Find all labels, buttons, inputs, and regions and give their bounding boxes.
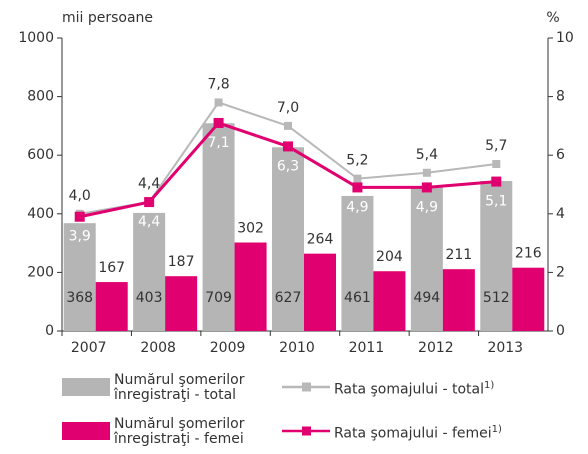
bar [304,253,336,331]
y-axis-label: mii persoane [62,10,153,26]
line-label: 4,9 [346,199,368,215]
line-label: 5,7 [485,138,507,154]
bar-label: 167 [98,260,125,276]
bar-label: 709 [205,290,232,306]
legend-note: 1) [483,380,495,392]
line-marker [283,141,293,152]
bar [202,123,235,331]
line-marker [352,182,363,193]
y2-tick-label: 8 [556,89,565,105]
line-marker [284,121,292,130]
line-label: 3,9 [69,229,91,245]
legend-text: Numărul şomerilor înregistraţi - femei [114,416,245,447]
legend-swatch [62,422,110,440]
line-marker [214,98,223,107]
legend-note: 1) [491,424,502,436]
y2-tick-label: 10 [556,30,574,46]
legend-text: Rata şomajului - total1) [334,380,495,398]
x-tick-label: 2010 [279,340,315,356]
legend-swatch [302,426,311,436]
y-tick-label: 1000 [18,30,54,46]
line-label: 4,4 [138,214,160,230]
legend-label: Numărul şomerilor înregistraţi - femei [114,415,254,449]
legend-text: Numărul şomerilor înregistraţi - total [114,372,245,403]
bar [341,195,374,331]
line-marker [492,159,501,168]
bar-label: 403 [136,290,163,306]
y2-tick-label: 6 [556,147,565,163]
legend-entry: Rata şomajului - total1) [334,371,574,405]
legend-label: Rata şomajului - femei1) [334,415,574,449]
bar-label: 187 [168,254,195,270]
line-label: 5,2 [346,153,368,169]
bar-label: 368 [66,290,93,306]
bar-label: 204 [376,249,403,265]
bar [410,186,443,331]
bar [234,242,267,331]
line-label: 4,0 [69,188,91,204]
bar-label: 461 [344,290,371,306]
legend-text: Rata şomajului - femei1) [334,424,502,442]
bar-label: 211 [445,247,472,263]
line-label: 7,0 [277,100,299,116]
line-marker [422,168,431,177]
line-marker [491,176,502,187]
line-label: 7,1 [207,135,229,151]
legend-entry: Numărul şomerilor înregistraţi - femei [114,415,254,449]
bar [95,282,128,331]
legend-entry: Numărul şomerilor înregistraţi - total [114,371,254,405]
x-tick-label: 2008 [140,340,176,356]
bar-label: 512 [483,290,510,306]
line-label: 5,1 [485,194,507,210]
x-tick-label: 2009 [210,340,246,356]
bar-label: 264 [307,232,334,248]
y-tick-label: 800 [27,89,54,105]
line-label: 7,8 [207,76,229,92]
x-tick-label: 2013 [487,340,523,356]
bar-label: 302 [237,221,264,237]
bar [373,271,406,331]
y2-tick-label: 4 [556,206,565,222]
line-label: 6,3 [277,158,299,174]
line-label: 5,4 [416,147,438,163]
bar [512,267,545,331]
x-tick-label: 2012 [418,340,454,356]
line-label: 4,4 [138,176,160,192]
bar [442,269,475,331]
legend-entry: Rata şomajului - femei1) [334,415,574,449]
bar [63,223,96,331]
legend-swatch [62,378,110,396]
line-marker [213,117,224,128]
y-tick-label: 200 [27,264,54,280]
y2-axis-label: % [546,10,559,26]
y-tick-label: 600 [27,147,54,163]
bar-label: 627 [275,290,302,306]
line-label: 4,9 [416,199,438,215]
y2-tick-label: 2 [556,264,565,280]
line-marker [421,182,432,193]
bar [133,212,166,331]
line-marker [353,174,362,183]
line-marker [74,211,85,222]
line-marker [144,197,155,208]
legend-swatch [302,382,311,392]
bar [480,180,513,331]
y-tick-label: 400 [27,206,54,222]
y-tick-label: 0 [45,323,54,339]
legend-label: Rata şomajului - total1) [334,371,574,405]
bar-label: 216 [515,246,542,262]
bar [165,276,198,331]
x-tick-label: 2011 [349,340,385,356]
x-tick-label: 2007 [71,340,107,356]
y2-tick-label: 0 [556,323,565,339]
bar-label: 494 [413,290,440,306]
legend-label: Numărul şomerilor înregistraţi - total [114,371,254,405]
bar [272,147,304,331]
